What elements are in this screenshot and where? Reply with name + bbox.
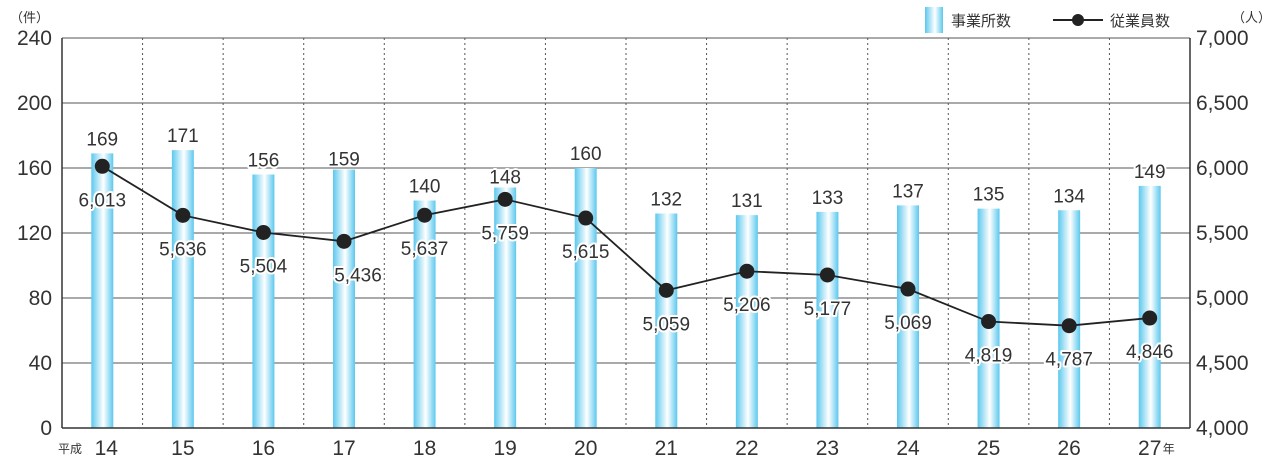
bar-value-label: 135 <box>973 185 1005 206</box>
line-value-label: 5,436 <box>334 265 382 286</box>
line-point <box>900 281 916 297</box>
y-left-tick-label: 240 <box>17 27 52 50</box>
bar-value-label: 140 <box>409 177 441 198</box>
line-point <box>819 267 835 283</box>
line-value-label: 5,759 <box>481 223 529 244</box>
x-tick-label: 14 <box>95 437 119 459</box>
y-left-unit: （件） <box>10 11 49 26</box>
bar <box>413 200 436 428</box>
line-value-label: 4,819 <box>965 346 1013 367</box>
x-tick-label: 23 <box>816 437 839 459</box>
bar-value-label: 159 <box>328 150 360 171</box>
y-right-tick-label: 5,500 <box>1196 222 1249 245</box>
x-tick-label: 19 <box>493 437 516 459</box>
line-point <box>336 233 352 249</box>
line-point <box>981 314 997 330</box>
grid <box>62 37 1190 429</box>
legend-bar-swatch <box>925 7 943 33</box>
bar-value-label: 149 <box>1134 162 1166 183</box>
line-value-label: 4,846 <box>1126 342 1174 363</box>
line-point <box>578 210 594 226</box>
x-tick-label: 27 <box>1138 437 1161 459</box>
legend-line-marker <box>1072 14 1084 26</box>
line-point <box>94 158 110 174</box>
legend-bar-label: 事業所数 <box>951 12 1011 30</box>
y-left-tick-label: 40 <box>29 352 52 375</box>
y-right-tick-label: 5,000 <box>1196 287 1249 310</box>
y-left-tick-label: 80 <box>29 287 52 310</box>
bar-value-label: 137 <box>892 181 924 202</box>
bar-value-label: 132 <box>650 190 682 211</box>
bar-value-label: 171 <box>167 126 199 147</box>
x-tick-label: 25 <box>977 437 1000 459</box>
x-tick-label: 18 <box>413 437 436 459</box>
bar <box>735 215 758 428</box>
line-point <box>497 191 513 207</box>
legend-line-label: 従業員数 <box>1110 12 1170 30</box>
legend: 事業所数 従業員数 <box>925 7 1170 33</box>
line-value-label: 6,013 <box>79 190 127 211</box>
y-right-tick-label: 6,500 <box>1196 92 1249 115</box>
bar <box>171 150 194 428</box>
bar <box>252 174 275 428</box>
bar-value-label: 148 <box>489 168 521 189</box>
line-value-label: 5,637 <box>401 239 449 260</box>
line-value-label: 5,177 <box>804 299 852 320</box>
bar <box>897 205 919 428</box>
bar <box>1138 185 1161 428</box>
x-tick-label: 22 <box>735 437 758 459</box>
line-series <box>94 158 1158 334</box>
axes: 0 40 80 120 160 200 240 4,000 4,500 5,000 5,500 6,0… <box>10 11 1271 459</box>
bar-value-label: 131 <box>731 191 763 212</box>
x-tick-label: 24 <box>896 437 920 459</box>
x-tick-label: 16 <box>252 437 275 459</box>
bar-value-label: 169 <box>86 129 118 150</box>
y-right-tick-label: 4,000 <box>1196 417 1249 440</box>
bar-value-label: 160 <box>570 144 602 165</box>
line-value-label: 5,636 <box>159 239 207 260</box>
bar <box>333 169 355 428</box>
bar <box>91 153 114 428</box>
bar-value-label: 156 <box>248 151 280 172</box>
line-value-label: 5,069 <box>884 313 932 334</box>
line-point <box>1061 318 1077 334</box>
line-point <box>739 263 755 279</box>
x-tick-label: 15 <box>171 437 194 459</box>
bar-value-label: 134 <box>1053 186 1085 207</box>
line-point <box>1142 310 1158 326</box>
line-value-label: 4,787 <box>1045 350 1093 371</box>
y-left-tick-label: 160 <box>17 157 52 180</box>
y-left-tick-label: 200 <box>17 92 52 115</box>
y-right-unit: （人） <box>1232 11 1271 26</box>
y-right-tick-label: 4,500 <box>1196 352 1249 375</box>
line-value-label: 5,059 <box>643 314 691 335</box>
x-tick-label: 21 <box>655 437 678 459</box>
bar <box>574 168 597 428</box>
line-point <box>255 224 271 240</box>
y-left-tick-label: 0 <box>40 417 52 440</box>
bar <box>494 187 517 428</box>
bar <box>655 213 678 428</box>
y-right-tick-label: 6,000 <box>1196 157 1249 180</box>
line-value-label: 5,504 <box>240 256 288 277</box>
x-year-suffix: 年 <box>1163 442 1175 456</box>
line-point <box>175 207 191 223</box>
x-tick-label: 26 <box>1057 437 1080 459</box>
x-tick-label: 20 <box>574 437 597 459</box>
y-right-tick-label: 7,000 <box>1196 27 1249 50</box>
bar <box>816 211 839 428</box>
x-tick-label: 17 <box>332 437 355 459</box>
line-value-label: 5,615 <box>562 242 610 263</box>
y-left-tick-label: 120 <box>17 222 52 245</box>
line-path <box>101 165 1150 327</box>
bar-value-label: 133 <box>812 188 844 209</box>
x-era-label: 平成 <box>58 442 82 456</box>
line-value-label: 5,206 <box>723 295 771 316</box>
line-point <box>658 282 674 298</box>
data-labels: 169 171 156 159 140 148 160 132 131 133 137 135 134 1… <box>77 124 1176 373</box>
line-point <box>417 207 433 223</box>
bar-series <box>91 150 1161 428</box>
